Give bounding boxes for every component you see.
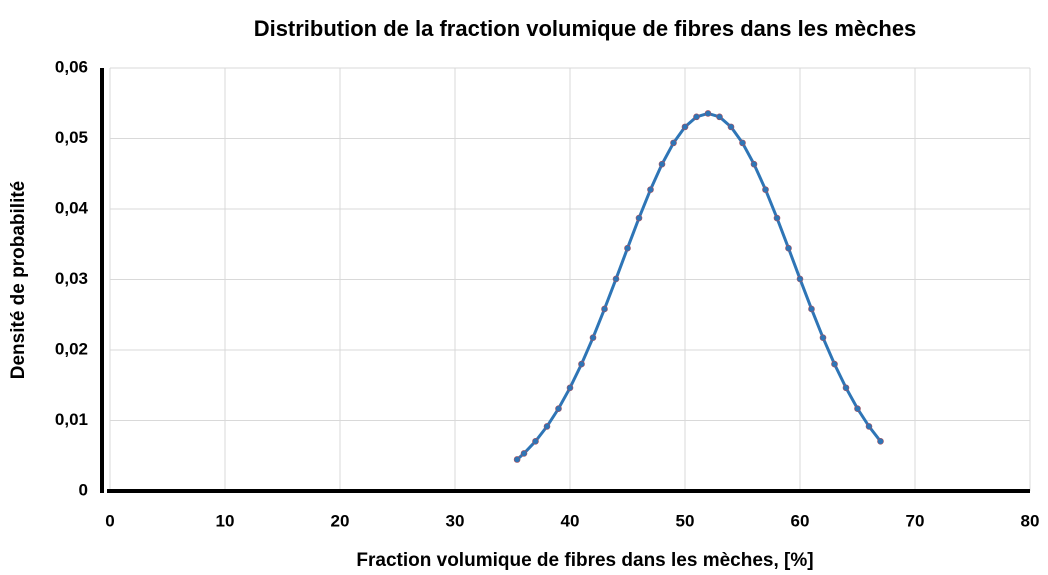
- x-tick-label: 10: [216, 511, 235, 530]
- data-point: [670, 139, 677, 147]
- chart-title: Distribution de la fraction volumique de…: [254, 16, 917, 41]
- y-tick-label: 0: [79, 480, 88, 499]
- data-point: [658, 160, 666, 168]
- data-point: [750, 160, 758, 168]
- data-point: [704, 110, 712, 117]
- x-tick-label: 60: [791, 511, 810, 530]
- data-point: [578, 360, 585, 368]
- x-tick-label: 40: [561, 511, 580, 530]
- data-point: [513, 456, 521, 463]
- data-point: [555, 405, 562, 412]
- y-tick-label: 0,06: [55, 57, 88, 76]
- data-point: [819, 334, 827, 341]
- x-tick-label: 20: [331, 511, 350, 530]
- data-point: [589, 334, 597, 341]
- series-line: [516, 111, 882, 461]
- data-point: [612, 275, 620, 283]
- data-point: [520, 450, 528, 457]
- x-tick-label: 70: [906, 511, 925, 530]
- data-point: [681, 123, 689, 131]
- data-point: [785, 244, 792, 252]
- x-tick-label: 80: [1021, 511, 1040, 530]
- data-point: [773, 214, 781, 222]
- data-point: [739, 139, 746, 147]
- y-tick-label: 0,05: [55, 128, 88, 147]
- data-point: [842, 384, 850, 392]
- data-point: [796, 275, 804, 283]
- data-point: [624, 244, 631, 252]
- x-axis-label: Fraction volumique de fibres dans les mè…: [356, 550, 813, 571]
- y-tick-label: 0,01: [55, 410, 88, 429]
- x-tick-label: 50: [676, 511, 695, 530]
- data-point: [865, 423, 873, 430]
- x-tick-label: 0: [105, 511, 114, 530]
- data-point: [693, 113, 700, 121]
- data-point: [601, 305, 608, 313]
- x-tick-label: 30: [446, 511, 465, 530]
- data-point: [727, 123, 735, 131]
- data-point: [635, 214, 643, 222]
- data-point: [877, 437, 884, 445]
- data-point: [854, 405, 861, 412]
- data-point: [716, 113, 723, 121]
- y-tick-label: 0,02: [55, 339, 88, 358]
- y-tick-label: 0,03: [55, 269, 88, 288]
- data-point: [831, 360, 838, 368]
- data-point: [762, 186, 769, 193]
- data-point: [532, 437, 539, 445]
- y-tick-label: 0,04: [55, 198, 89, 217]
- y-axis-label: Densité de probabilité: [8, 181, 29, 379]
- data-point: [566, 384, 574, 392]
- data-point: [808, 305, 815, 313]
- data-point: [647, 186, 654, 193]
- data-point: [543, 423, 551, 430]
